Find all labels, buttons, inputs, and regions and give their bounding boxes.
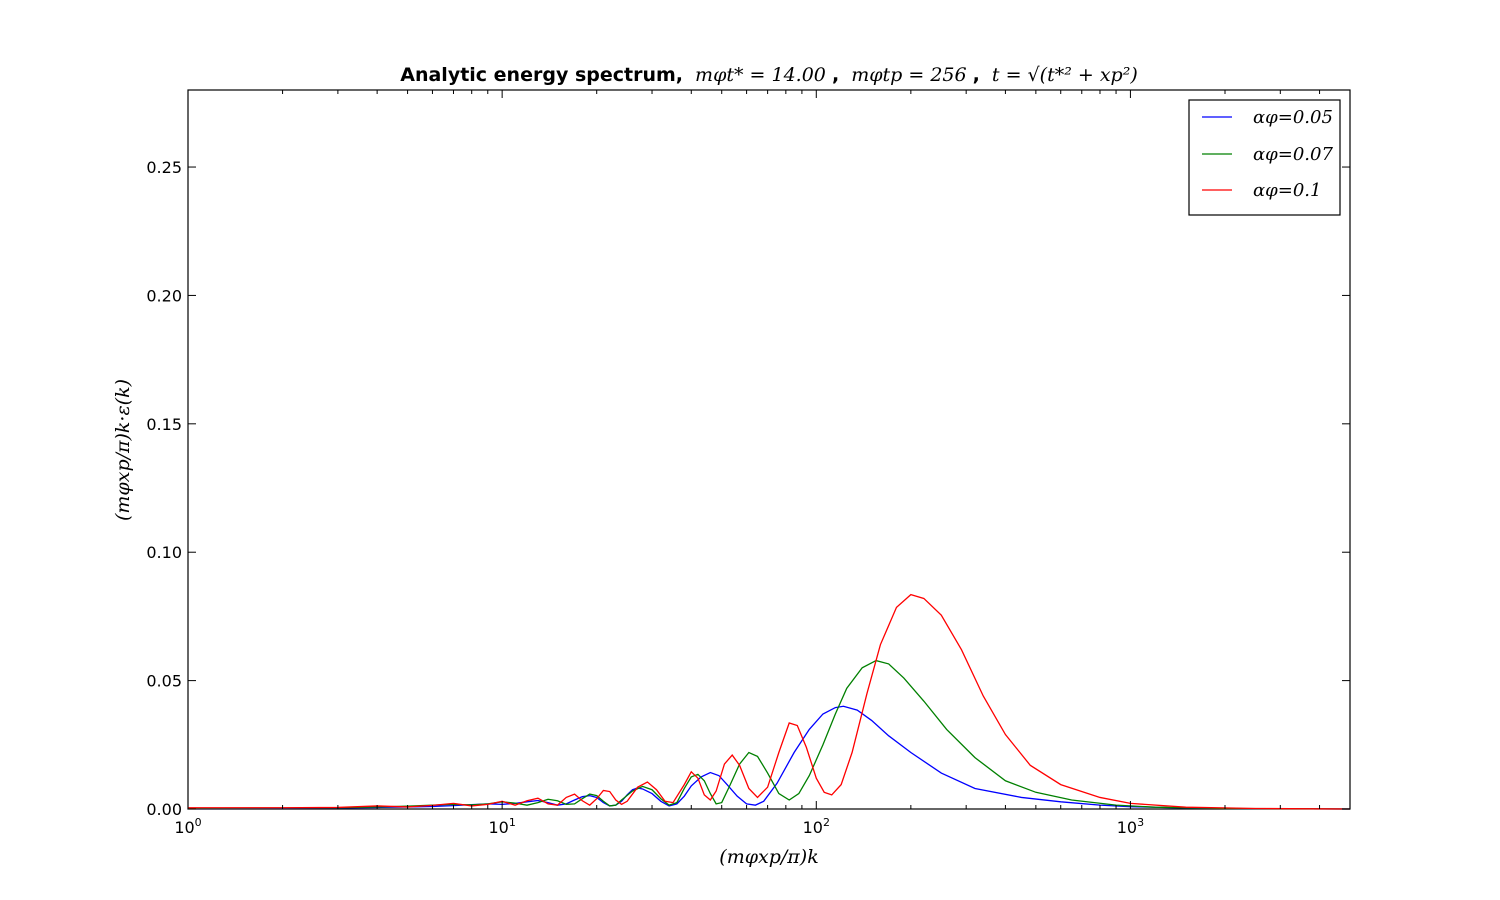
- y-tick-label: 0.25: [146, 158, 182, 177]
- chart-title-math-1: mφt* = 14.00: [695, 64, 826, 86]
- y-axis-label: (mφxp/π)k·ε(k): [112, 379, 134, 521]
- chart-title-math-3: t = √(t*² + xp²): [992, 64, 1138, 86]
- x-tick-label: 102: [803, 816, 830, 837]
- chart-title: Analytic energy spectrum, mφt* = 14.00 ,…: [400, 64, 1137, 86]
- x-tick-label: 100: [174, 816, 201, 837]
- y-tick-label: 0.20: [146, 286, 182, 305]
- chart-title-math-2: mφtp = 256: [851, 64, 966, 86]
- series-line-3: [188, 593, 1351, 810]
- y-tick-label: 0.05: [146, 672, 182, 691]
- ticks-layer: [187, 90, 1351, 810]
- tick-labels-layer: 100 101 102 103 0.00 0.05 0.10 0.15 0.20 0.25: [146, 158, 1144, 837]
- legend-label-1: αφ=0.05: [1253, 107, 1333, 128]
- y-tick-label: 0.10: [146, 543, 182, 562]
- series-layer: [187, 593, 1351, 810]
- x-tick-label: 103: [1117, 816, 1144, 837]
- legend-label-3: αφ=0.1: [1253, 180, 1321, 201]
- x-axis-label: (mφxp/π)k: [719, 846, 818, 868]
- chart-title-sep-1: ,: [832, 64, 839, 86]
- legend: αφ=0.05 αφ=0.07 αφ=0.1: [1188, 99, 1341, 216]
- legend-box: [1188, 99, 1341, 216]
- x-tick-label: 101: [488, 816, 515, 837]
- plot-area: [187, 89, 1351, 810]
- chart-title-bold: Analytic energy spectrum,: [400, 64, 683, 86]
- legend-label-2: αφ=0.07: [1253, 144, 1333, 165]
- y-tick-label: 0.00: [146, 800, 182, 819]
- y-tick-label: 0.15: [146, 415, 182, 434]
- chart-title-sep-2: ,: [973, 64, 980, 86]
